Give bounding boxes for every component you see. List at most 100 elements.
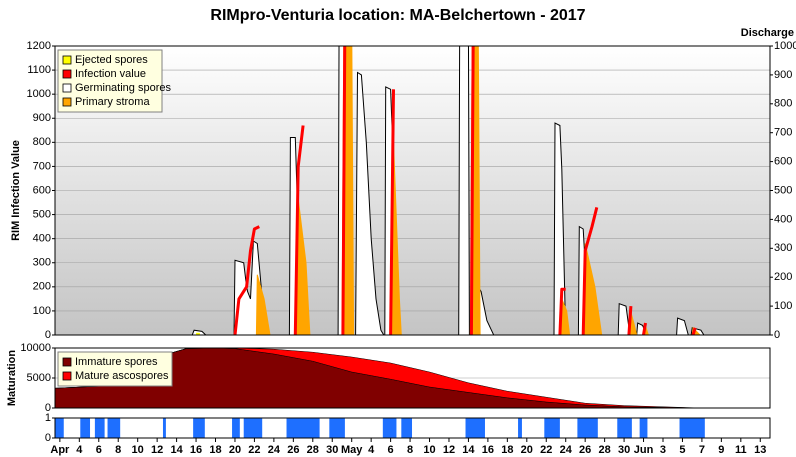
chart-title: RIMpro-Venturia location: MA-Belchertown… <box>210 7 585 24</box>
x-tick-label: 22 <box>248 444 260 456</box>
wet-bar <box>544 418 560 438</box>
plot-frame <box>54 417 771 439</box>
x-tick-label: 24 <box>560 444 573 456</box>
legend-box <box>57 49 163 113</box>
wet-bar <box>639 418 648 438</box>
legend-swatch <box>62 371 72 381</box>
wet-bar <box>518 418 522 438</box>
y-tick-label: 5000 <box>27 372 51 384</box>
y2-tick-label: 300 <box>774 242 792 254</box>
y-tick-label: 10000 <box>20 342 51 354</box>
x-tick-label: 9 <box>718 444 724 456</box>
y-tick-label: 200 <box>33 281 51 293</box>
x-tick-label: 8 <box>407 444 413 456</box>
y2-axis-label: Discharge <box>741 27 794 39</box>
y2-tick-label: 0 <box>774 329 780 341</box>
wet-bar <box>243 418 263 438</box>
wet-bar <box>329 418 345 438</box>
plot-area <box>191 46 705 335</box>
x-tick-label: 5 <box>679 444 685 456</box>
plot-background <box>55 418 770 438</box>
y-tick-label: 800 <box>33 136 51 148</box>
y2-tick-label: 600 <box>774 156 792 168</box>
x-tick-label: 10 <box>423 444 435 456</box>
x-tick-label: 13 <box>754 444 766 456</box>
legend-swatch <box>62 69 72 79</box>
y2-tick-label: 400 <box>774 213 792 225</box>
x-tick-label: 28 <box>307 444 319 456</box>
wet-bar <box>80 418 91 438</box>
y-axis-label: Maturation <box>6 350 18 407</box>
wet-bar <box>107 418 121 438</box>
x-tick-label: 20 <box>521 444 533 456</box>
y2-tick-label: 100 <box>774 300 792 312</box>
y2-tick-label: 800 <box>774 98 792 110</box>
legend-label: Mature ascospores <box>75 370 169 382</box>
y-tick-label: 600 <box>33 184 51 196</box>
wet-bar <box>94 418 105 438</box>
plot-frame <box>54 45 771 336</box>
wet-bar <box>465 418 485 438</box>
y-tick-label: 1 <box>45 412 51 424</box>
x-tick-label: 22 <box>540 444 552 456</box>
x-tick-label: 4 <box>368 444 375 456</box>
y2-tick-label: 1000 <box>774 40 796 52</box>
legend-label: Ejected spores <box>75 54 148 66</box>
x-tick-label: 12 <box>443 444 455 456</box>
x-tick-label: 18 <box>209 444 221 456</box>
legend-swatch <box>62 357 72 367</box>
y-tick-label: 300 <box>33 257 51 269</box>
x-tick-label: Apr <box>50 444 70 456</box>
wet-bar <box>193 418 205 438</box>
y2-tick-label: 200 <box>774 271 792 283</box>
wet-bar <box>286 418 320 438</box>
x-tick-label: 30 <box>618 444 630 456</box>
wet-bar <box>232 418 240 438</box>
series-line <box>233 46 697 335</box>
x-tick-label: 11 <box>735 444 747 456</box>
stacked-area <box>55 348 702 408</box>
wet-bar <box>382 418 397 438</box>
legend-label: Immature spores <box>75 356 158 368</box>
x-tick-label: 26 <box>287 444 299 456</box>
x-tick-label: 20 <box>229 444 241 456</box>
y-tick-label: 0 <box>45 402 51 414</box>
x-tick-label: 18 <box>501 444 513 456</box>
plot-frame <box>54 347 771 409</box>
series-area <box>255 46 701 335</box>
x-tick-label: 8 <box>115 444 121 456</box>
x-tick-label: 14 <box>170 444 183 456</box>
plot-area <box>55 348 702 408</box>
y2-tick-label: 900 <box>774 69 792 81</box>
y-tick-label: 1000 <box>27 88 51 100</box>
x-tick-label: 26 <box>579 444 591 456</box>
x-tick-label: 3 <box>660 444 666 456</box>
x-tick-label: 24 <box>268 444 281 456</box>
y2-tick-label: 700 <box>774 127 792 139</box>
x-tick-label: 28 <box>599 444 611 456</box>
x-tick-label: Jun <box>634 444 654 456</box>
wet-bar <box>617 418 632 438</box>
y-tick-label: 400 <box>33 233 51 245</box>
x-tick-label: 14 <box>462 444 475 456</box>
wet-bar <box>55 418 64 438</box>
legend-swatch <box>62 97 72 107</box>
legend-box <box>57 351 173 387</box>
x-tick-label: 12 <box>151 444 163 456</box>
wet-bar <box>577 418 598 438</box>
x-tick-label: 30 <box>326 444 338 456</box>
y-axis-label: RIM Infection Value <box>10 140 22 241</box>
wet-bar <box>401 418 413 438</box>
plot-area <box>55 418 705 438</box>
x-tick-label: 6 <box>96 444 102 456</box>
legend-label: Germinating spores <box>75 82 171 94</box>
x-tick-label: 7 <box>699 444 705 456</box>
x-tick-label: 16 <box>482 444 494 456</box>
y-tick-label: 1200 <box>27 40 51 52</box>
wet-bar <box>679 418 705 438</box>
x-tick-label: May <box>341 444 363 456</box>
y-tick-label: 1100 <box>27 64 51 76</box>
y-tick-label: 100 <box>33 305 51 317</box>
legend-swatch <box>62 55 72 65</box>
